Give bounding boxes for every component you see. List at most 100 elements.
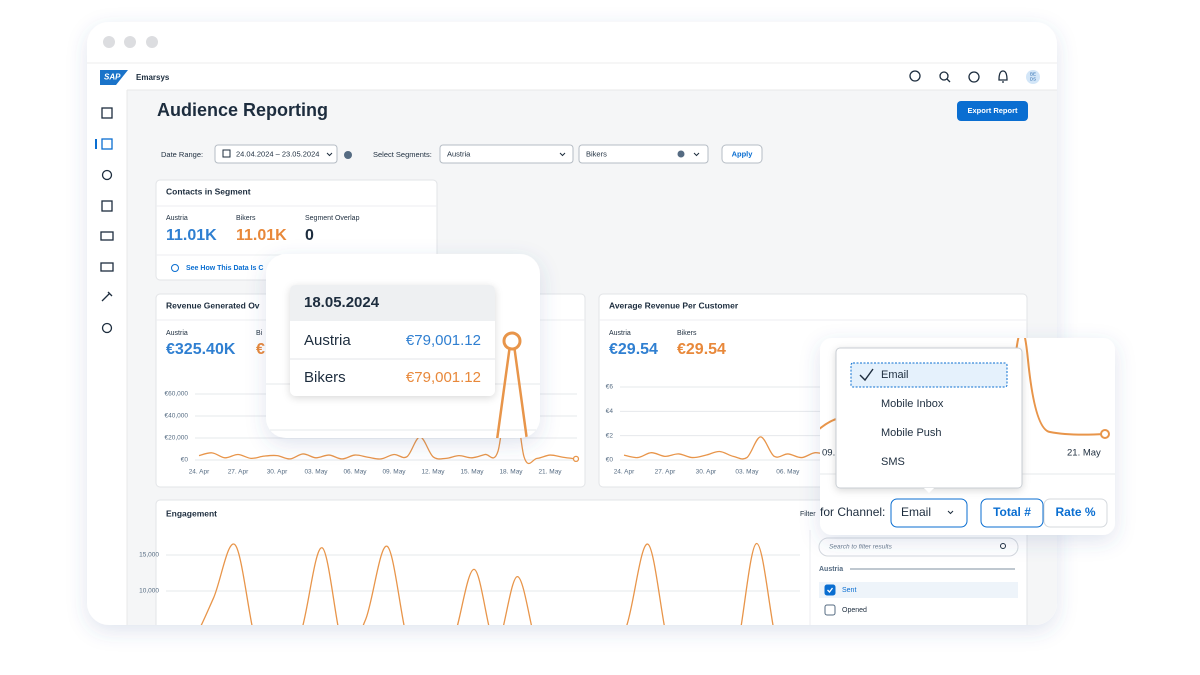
filter-label: Filter	[800, 511, 816, 518]
x-tick-label: 24. Apr	[189, 469, 210, 476]
nav-icon[interactable]	[101, 291, 113, 302]
card-title: Average Revenue Per Customer	[609, 300, 739, 310]
channel-option[interactable]: SMS	[881, 456, 905, 468]
nav-icon[interactable]	[101, 138, 113, 150]
tooltip-date: 18.05.2024	[304, 294, 380, 311]
y-tick-label: €0	[181, 457, 189, 464]
channel-popup: 09. 21. May Email Mobile Inbox Mobile Push SM…	[820, 338, 1115, 535]
channel-select-value: Email	[901, 505, 931, 519]
chevron	[947, 510, 954, 515]
metric-value: €	[256, 341, 265, 358]
search-icon	[1000, 543, 1006, 549]
header-icons	[909, 70, 1040, 84]
brand: SAP	[104, 73, 121, 82]
card-title: Revenue Generated Ov	[166, 300, 260, 310]
card-title: Contacts in Segment	[166, 186, 251, 196]
calendar-icon	[222, 149, 231, 158]
metric-label: Austria	[609, 330, 631, 337]
tooltip-header	[290, 285, 495, 321]
metric-value: €29.54	[677, 341, 726, 358]
x-tick-label: 15. May	[460, 469, 484, 476]
check-mark	[827, 587, 834, 593]
metric-label: Austria	[166, 215, 188, 222]
data-line	[169, 542, 801, 625]
y-tick-label: €20,000	[165, 435, 189, 442]
segment-select[interactable]	[578, 144, 709, 164]
metric-label: Bi	[256, 330, 263, 337]
engagement-card	[155, 499, 1028, 625]
metric-label: Bikers	[677, 330, 697, 337]
y-tick-label: €4	[606, 408, 614, 415]
nav-icon[interactable]	[100, 262, 114, 272]
y-tick-label: €60,000	[165, 391, 189, 398]
option-highlight	[819, 582, 1018, 598]
avatar-initials: DS	[1030, 77, 1036, 82]
x-tick-label: 03. May	[304, 469, 328, 476]
line-group	[169, 542, 801, 625]
nav-icon[interactable]	[100, 231, 114, 241]
button-label: Total #	[993, 505, 1031, 519]
channel-option[interactable]: Mobile Push	[881, 427, 942, 439]
nav-icon[interactable]	[101, 322, 113, 334]
x-tick-label: 21. May	[538, 469, 562, 476]
metric-value: 11.01K	[166, 227, 217, 244]
sidebar	[95, 107, 114, 334]
metric-label: Segment Overlap	[305, 215, 360, 222]
x-tick-label: 03. May	[735, 469, 759, 476]
apply-button[interactable]	[721, 144, 763, 164]
help-icon[interactable]	[968, 71, 980, 83]
chevron	[559, 152, 566, 157]
export-button[interactable]	[957, 101, 1028, 121]
metric-value: €29.54	[609, 341, 658, 358]
search-icon[interactable]	[939, 71, 949, 81]
avatar[interactable]	[1026, 70, 1040, 84]
nav-icon[interactable]	[101, 107, 113, 119]
tooltip-panel: 18.05.2024 Austria €79,001.12 Bikers €79,00…	[266, 254, 540, 438]
filter-label: for Channel:	[820, 505, 885, 519]
checkbox[interactable]	[824, 604, 836, 616]
y-tick-label: 10,000	[139, 588, 159, 595]
channel-select[interactable]	[890, 498, 968, 528]
rate-button[interactable]	[1043, 498, 1108, 528]
x-tick-label: 06. May	[343, 469, 367, 476]
filter-label: Select Segments:	[373, 150, 432, 159]
x-tick-label: 09. May	[382, 469, 406, 476]
product-name: Emarsys	[136, 73, 170, 82]
help-link: See How This Data Is C	[186, 265, 263, 272]
option-label: Opened	[842, 607, 867, 614]
notifications-icon[interactable]	[909, 70, 921, 82]
search-input[interactable]	[818, 537, 1019, 557]
metric-label: Bikers	[236, 215, 256, 222]
y-tick-label: 15,000	[139, 552, 159, 559]
tooltip-value: €79,001.12	[406, 369, 481, 386]
date-range-input[interactable]	[214, 144, 338, 164]
total-button[interactable]	[980, 498, 1044, 528]
channel-option[interactable]: Mobile Inbox	[881, 398, 944, 410]
help-icon[interactable]	[344, 151, 352, 159]
group-label: Austria	[819, 566, 843, 573]
option-label: Sent	[842, 587, 856, 594]
sap-logo	[100, 70, 128, 85]
filter-label: Date Range:	[161, 150, 203, 159]
segment-select[interactable]	[439, 144, 574, 164]
help-icon	[171, 264, 179, 272]
x-tick-label: 21. May	[1067, 448, 1101, 459]
metric-value: €325.40K	[166, 341, 236, 358]
date-range-value: 24.04.2024 – 23.05.2024	[236, 149, 319, 158]
y-tick-label: €0	[606, 457, 614, 464]
metric-label: Austria	[166, 330, 188, 337]
metric-value: 11.01K	[236, 227, 287, 244]
apply-button-label: Apply	[732, 149, 754, 158]
x-tick-label: 12. May	[421, 469, 445, 476]
tooltip-series: Austria	[304, 332, 351, 349]
x-tick-label: 30. Apr	[267, 469, 288, 476]
checkbox[interactable]	[824, 584, 836, 596]
channel-option[interactable]: Email	[881, 369, 909, 381]
clear-icon[interactable]	[677, 150, 685, 158]
check-mark	[859, 368, 874, 382]
chevron	[693, 152, 700, 157]
nav-icon[interactable]	[101, 200, 113, 212]
nav-icon[interactable]	[101, 169, 113, 181]
bell-icon[interactable]	[998, 70, 1008, 83]
